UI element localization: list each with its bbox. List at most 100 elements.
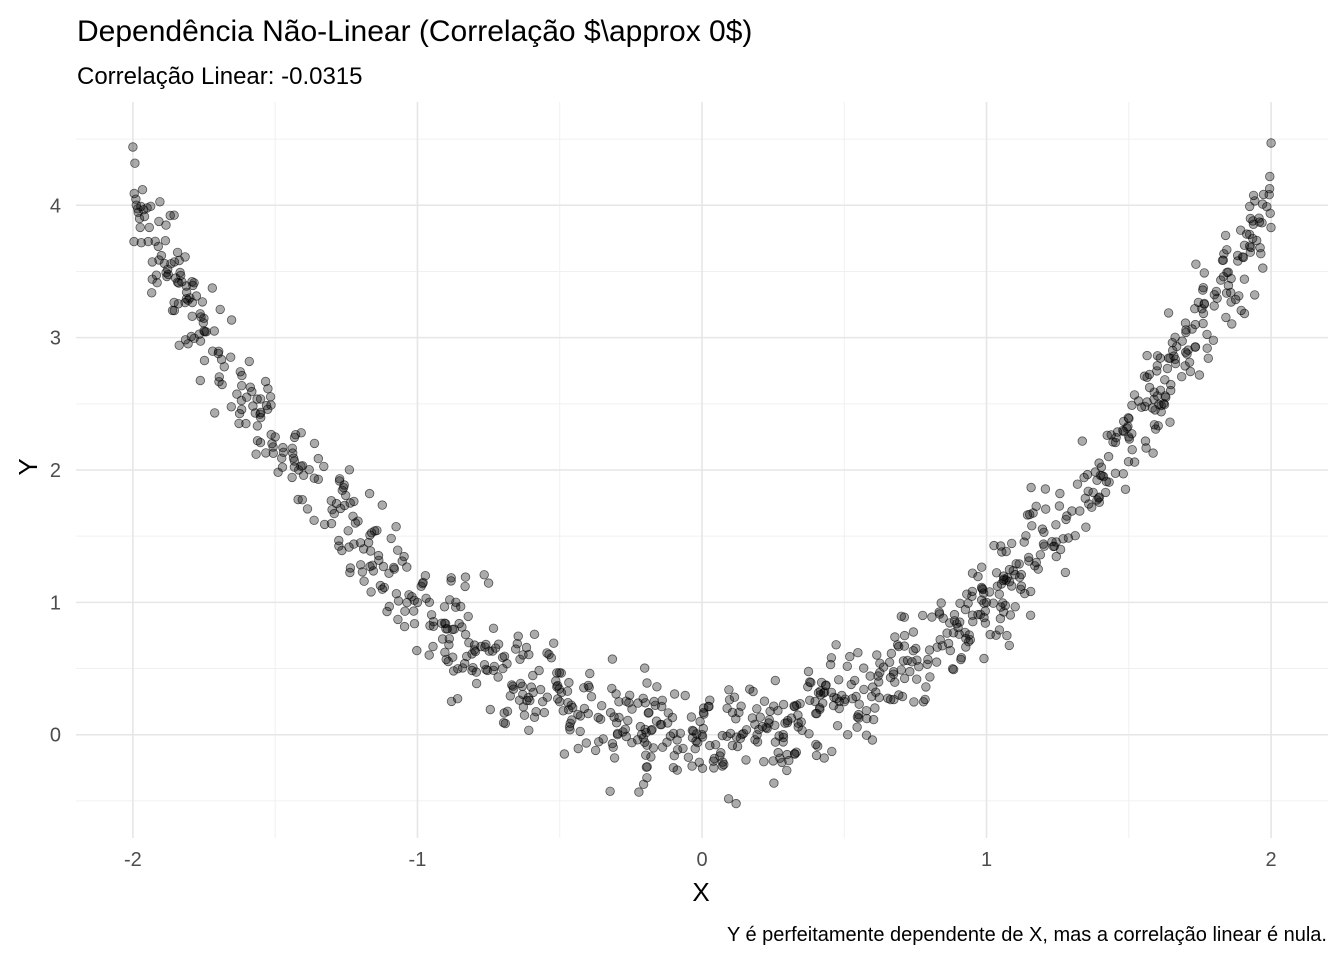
scatter-point [464, 638, 474, 648]
scatter-point [612, 730, 623, 740]
scatter-point [1180, 318, 1191, 328]
scatter-point [412, 645, 422, 656]
scatter-point [765, 706, 775, 717]
scatter-point [1033, 564, 1043, 574]
scatter-point [852, 722, 862, 732]
scatter-point [469, 640, 480, 650]
scatter-point [1180, 361, 1190, 371]
scatter-point [1104, 477, 1114, 487]
scatter-point [485, 704, 496, 715]
scatter-point [923, 654, 933, 665]
scatter-point [899, 673, 910, 684]
scatter-point [365, 546, 376, 556]
scatter-point [773, 706, 783, 716]
scatter-point [641, 750, 651, 760]
scatter-point [1165, 353, 1175, 364]
scatter-point [1238, 252, 1249, 263]
scatter-point [605, 707, 616, 718]
scatter-point [584, 682, 594, 693]
scatter-point [542, 692, 553, 702]
scatter-point [811, 750, 822, 761]
scatter-point [847, 694, 858, 704]
scatter-point [1077, 436, 1088, 446]
scatter-point [1202, 343, 1212, 353]
scatter-point [731, 714, 741, 724]
scatter-point [614, 712, 624, 723]
scatter-point [1191, 259, 1201, 269]
scatter-point [859, 663, 869, 673]
scatter-point [366, 587, 376, 597]
scatter-point [989, 540, 999, 551]
y-tick-label: 3 [50, 328, 61, 350]
scatter-point [515, 678, 526, 689]
scatter-point [535, 684, 546, 695]
scatter-point [181, 287, 192, 298]
scatter-point [1199, 298, 1210, 309]
scatter-point [774, 731, 784, 741]
scatter-point [549, 638, 559, 648]
scatter-point [287, 443, 298, 454]
scatter-point [479, 570, 489, 580]
scatter-point [1211, 286, 1222, 297]
scatter-point [278, 442, 288, 453]
scatter-point [635, 721, 646, 732]
scatter-point [226, 315, 237, 325]
scatter-point [722, 731, 732, 742]
scatter-point [975, 609, 986, 620]
y-tick-label: 0 [50, 725, 61, 747]
scatter-point [304, 465, 314, 475]
scatter-point [313, 453, 324, 464]
scatter-point [914, 662, 924, 672]
scatter-point [827, 746, 837, 757]
scatter-point [236, 395, 247, 406]
scatter-point [399, 621, 410, 632]
scatter-point [668, 763, 679, 773]
scatter-point [655, 719, 666, 730]
scatter-point [759, 757, 769, 767]
scatter-point [175, 270, 186, 281]
scatter-point [480, 642, 490, 652]
scatter-point [826, 687, 837, 698]
x-tick-label: -2 [124, 849, 142, 871]
scatter-point [416, 581, 426, 592]
x-tick-label: -1 [409, 849, 427, 871]
scatter-point [442, 624, 453, 634]
scatter-point [977, 584, 987, 594]
scatter-point [1198, 285, 1208, 295]
scatter-point [236, 381, 247, 391]
scatter-point [349, 539, 359, 549]
grid-lines [76, 102, 1328, 838]
scatter-point [902, 655, 913, 666]
scatter-point [741, 755, 751, 765]
scatter-point [1139, 371, 1150, 381]
scatter-point [288, 448, 298, 458]
scatter-point [1072, 479, 1083, 489]
scatter-point [309, 438, 320, 449]
scatter-point [1194, 370, 1205, 380]
scatter-point [607, 654, 618, 664]
scatter-point [489, 661, 500, 672]
scatter-point [945, 618, 955, 628]
scatter-point [755, 712, 765, 722]
scatter-point [488, 623, 499, 634]
scatter-point [925, 672, 935, 682]
scatter-point [698, 723, 709, 734]
scatter-point [968, 617, 978, 627]
scatter-point [539, 707, 550, 718]
scatter-point [1027, 521, 1037, 531]
scatter-point [1198, 318, 1208, 329]
scatter-point [568, 702, 578, 713]
scatter-point [187, 311, 197, 322]
scatter-point [980, 618, 991, 628]
scatter-point [1079, 472, 1089, 483]
scatter-point [962, 589, 972, 599]
scatter-point [319, 461, 329, 472]
scatter-point [373, 550, 384, 561]
scatter-point [909, 697, 919, 707]
scatter-point [977, 595, 987, 605]
scatter-point [1221, 312, 1231, 323]
scatter-point [793, 722, 803, 732]
scatter-point [956, 654, 966, 665]
scatter-point [197, 297, 208, 307]
scatter-point [1024, 509, 1035, 520]
